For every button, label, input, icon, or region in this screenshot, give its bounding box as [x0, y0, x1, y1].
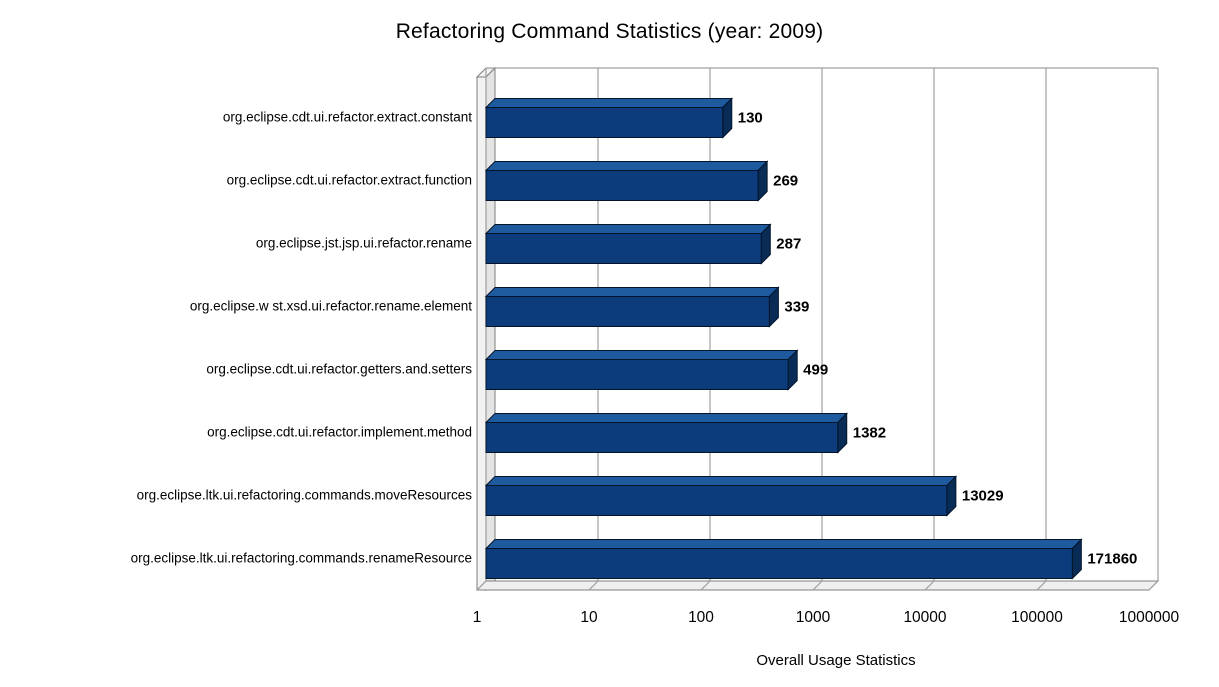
category-label: org.eclipse.cdt.ui.refactor.extract.cons…: [223, 110, 472, 125]
gridline-floor-segment: [700, 580, 711, 591]
bar: [485, 233, 762, 264]
bar-top-face: [484, 476, 958, 486]
bar-top-face: [484, 413, 848, 423]
category-label: org.eclipse.w st.xsd.ui.refactor.rename.…: [190, 299, 472, 314]
bar: [485, 548, 1073, 579]
bar-top-face: [484, 98, 733, 108]
gridline-floor-segment: [1036, 580, 1047, 591]
bar-top-face: [484, 350, 799, 360]
x-tick-label: 1000: [796, 609, 831, 626]
x-tick-label: 10: [580, 609, 598, 626]
x-tick-label: 100000: [1011, 609, 1063, 626]
bar-value-label: 269: [773, 173, 798, 190]
bar: [485, 107, 724, 138]
gridline-floor-segment: [924, 580, 935, 591]
category-label: org.eclipse.cdt.ui.refactor.extract.func…: [227, 173, 472, 188]
bar: [485, 422, 839, 453]
chart-title: Refactoring Command Statistics (year: 20…: [395, 20, 824, 43]
gridline-floor-segment: [476, 580, 487, 591]
x-tick-label: 1: [473, 609, 482, 626]
gridline-floor-segment: [588, 580, 599, 591]
category-label: org.eclipse.ltk.ui.refactoring.commands.…: [137, 488, 473, 503]
x-tick-label: 1000000: [1119, 609, 1180, 626]
bar-value-label: 339: [784, 299, 809, 316]
bar-value-label: 13029: [962, 488, 1004, 505]
category-label: org.eclipse.ltk.ui.refactoring.commands.…: [131, 551, 472, 566]
category-label: org.eclipse.jst.jsp.ui.refactor.rename: [256, 236, 472, 251]
bar: [485, 296, 770, 327]
bar-top-face: [484, 287, 780, 297]
x-axis-label: Overall Usage Statistics: [756, 652, 916, 669]
bar-top-face: [484, 224, 772, 234]
gridline-floor-segment: [1148, 580, 1159, 591]
bar-value-label: 171860: [1087, 551, 1137, 568]
bar-value-label: 287: [776, 236, 801, 253]
bar: [485, 485, 948, 516]
x-tick-label: 100: [688, 609, 714, 626]
bar-value-label: 1382: [853, 425, 886, 442]
bar: [485, 170, 759, 201]
bar: [485, 359, 789, 390]
gridline-floor-segment: [812, 580, 823, 591]
bar-value-label: 130: [738, 110, 763, 127]
category-label: org.eclipse.cdt.ui.refactor.implement.me…: [207, 425, 472, 440]
category-label: org.eclipse.cdt.ui.refactor.getters.and.…: [206, 362, 472, 377]
bar-top-face: [484, 161, 769, 171]
x-tick-label: 10000: [903, 609, 946, 626]
bar-top-face: [484, 539, 1083, 549]
bar-value-label: 499: [803, 362, 828, 379]
wall-front-face: [476, 76, 487, 591]
